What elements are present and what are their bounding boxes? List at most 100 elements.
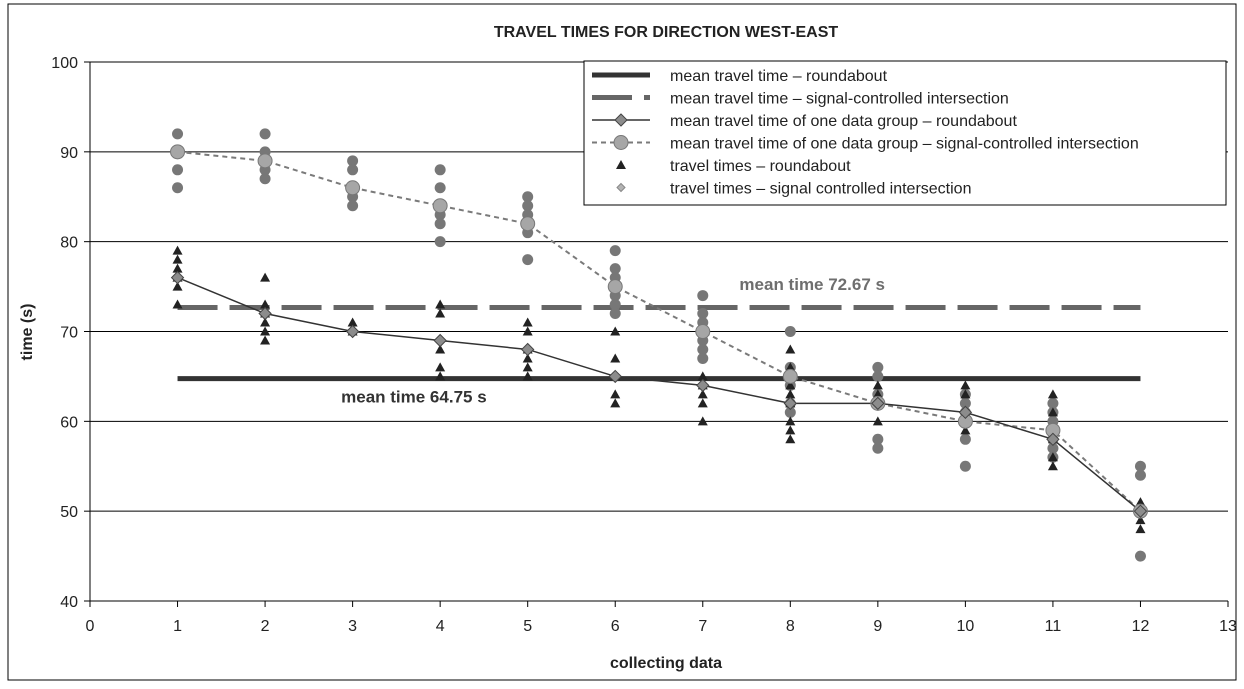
x-tick-label: 5 [523,618,532,635]
roundabout-time-point [785,344,796,354]
roundabout-time-point [1047,407,1058,417]
group-mean-point-roundabout [1133,504,1148,518]
roundabout-time-point [1135,497,1146,507]
signal-time-point [609,245,621,257]
roundabout-time-point [435,299,446,309]
signal-time-point [1134,550,1146,562]
group-mean-point-roundabout [170,270,185,285]
roundabout-time-point [610,353,621,363]
group-mean-point-roundabout [1046,432,1060,447]
signal-time-point [1047,397,1059,409]
signal-time-point [259,128,271,140]
x-axis-label: collecting data [610,655,722,672]
signal-time-point [609,299,621,311]
roundabout-time-point [172,281,183,291]
legend-box [583,60,1227,206]
roundabout-time-point [435,344,446,354]
signal-time-point [1134,460,1146,472]
signal-time-point [522,200,534,212]
signal-time-point [1134,469,1146,481]
roundabout-time-point [872,416,883,426]
group-mean-point-roundabout [520,342,535,357]
roundabout-time-point [697,371,708,381]
roundabout-time-point [697,398,708,408]
group-mean-point-roundabout [258,306,272,321]
roundabout-time-point [610,326,621,336]
roundabout-time-point [347,317,358,327]
roundabout-time-point [1047,452,1058,462]
roundabout-time-point [260,326,271,336]
signal-time-point [434,218,446,230]
group-mean-point-roundabout [608,369,622,384]
signal-time-point [434,236,446,248]
group-mean-point-signal [520,216,536,232]
roundabout-time-point [610,389,621,399]
signal-time-point [784,326,796,337]
roundabout-time-point [522,326,533,336]
signal-time-point [172,182,184,194]
y-tick-label: 80 [60,235,78,252]
group-mean-line-signal [177,150,1142,512]
group-mean-point-roundabout [958,405,973,420]
legend-swatch [616,160,626,169]
group-mean-point-roundabout [696,378,710,393]
roundabout-time-point [785,389,796,399]
group-mean-point-signal [782,368,798,384]
group-mean-point-roundabout [433,333,447,348]
roundabout-time-point [172,263,183,273]
roundabout-time-point [522,353,533,363]
signal-time-point [697,343,709,355]
y-tick-label: 40 [60,594,78,611]
signal-time-point [522,191,534,203]
x-tick-label: 0 [86,618,95,635]
x-tick-label: 1 [173,618,182,635]
roundabout-time-point [785,425,796,435]
legend-label: travel times – signal controlled interse… [670,181,971,198]
signal-time-point [609,308,621,320]
group-mean-point-signal [257,153,273,169]
signal-time-point [347,200,359,212]
roundabout-time-point [785,416,796,426]
signal-time-point [697,290,709,302]
y-tick-label: 70 [60,325,78,342]
mean-time-annotation: mean time 72.67 s [739,275,885,294]
roundabout-time-point [172,254,183,264]
signal-time-point [872,433,884,445]
group-mean-point-roundabout [345,324,360,339]
roundabout-time-point [697,416,708,426]
roundabout-time-point [435,362,446,372]
roundabout-time-point [697,389,708,399]
signal-time-point [259,173,271,185]
legend-swatch-marker [613,135,629,150]
legend-label: travel times – roundabout [670,158,851,175]
roundabout-time-point [785,434,796,444]
signal-time-point [872,370,884,382]
signal-time-point [1047,442,1059,454]
signal-time-point [347,164,359,176]
x-tick-label: 4 [436,618,445,635]
roundabout-time-point [872,389,883,399]
roundabout-time-point [435,371,446,381]
y-tick-label: 60 [60,414,78,431]
group-mean-point-signal [345,180,361,196]
x-tick-label: 7 [698,618,707,635]
signal-time-point [172,128,184,140]
roundabout-time-point [1047,461,1058,471]
roundabout-time-point [260,317,271,327]
x-tick-label: 12 [1132,618,1150,635]
group-mean-point-signal [432,198,448,214]
roundabout-time-point [1047,389,1058,399]
roundabout-time-point [785,362,796,372]
roundabout-time-point [785,380,796,390]
roundabout-time-point [960,389,971,399]
group-mean-point-roundabout [871,396,885,411]
roundabout-time-point [872,380,883,390]
x-tick-label: 3 [348,618,357,635]
roundabout-time-point [260,272,271,282]
roundabout-time-point [1135,524,1146,534]
legend-label: mean travel time of one data group – rou… [670,113,1017,130]
annotations: mean time 72.67 s mean time 64.75 s [341,275,885,406]
roundabout-time-point [522,317,533,327]
